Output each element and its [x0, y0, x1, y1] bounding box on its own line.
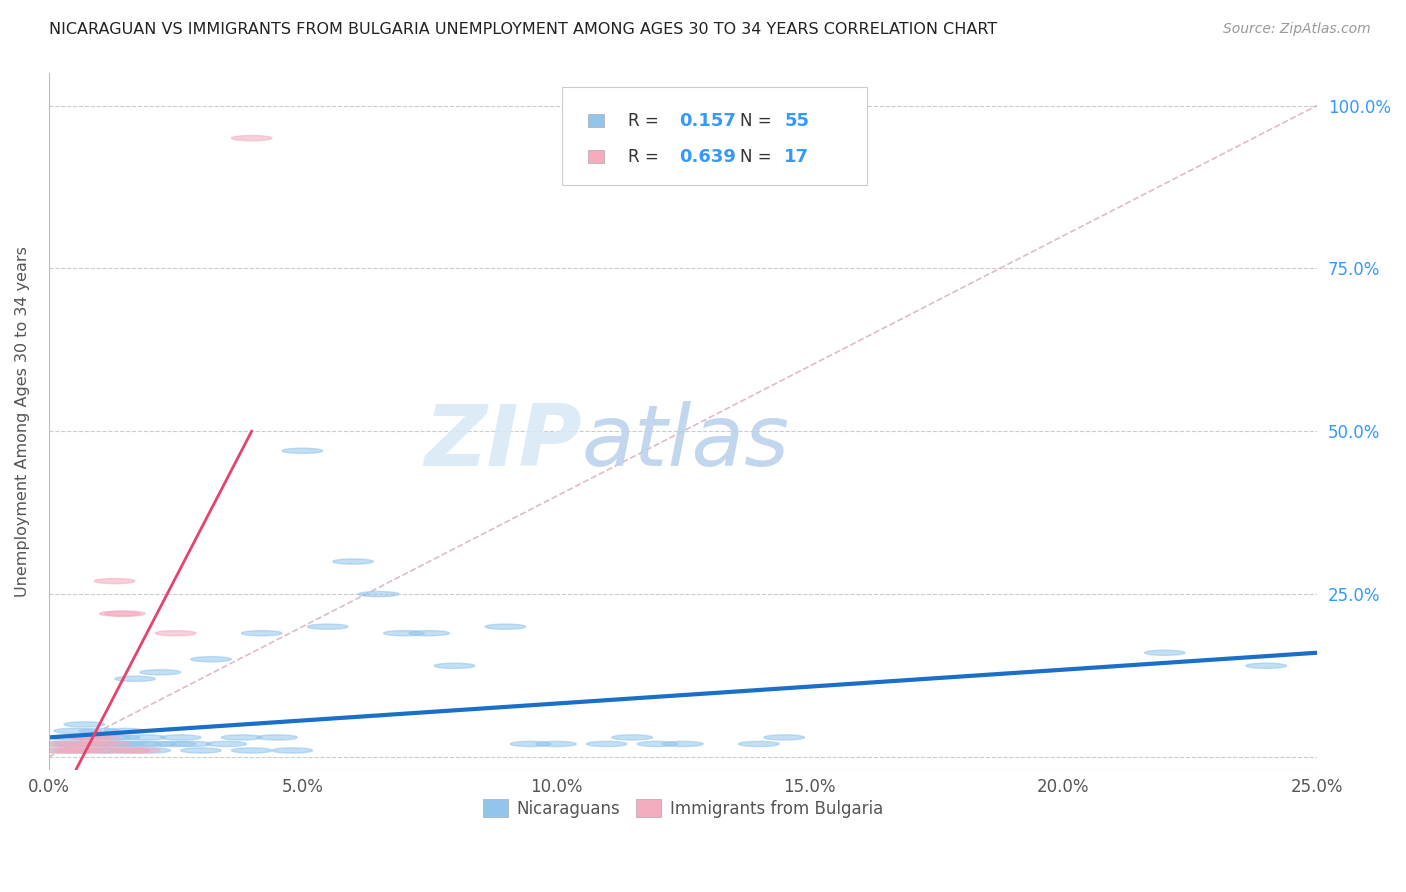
Circle shape: [207, 741, 246, 747]
Text: 17: 17: [785, 147, 810, 166]
Circle shape: [110, 747, 150, 753]
FancyBboxPatch shape: [588, 114, 603, 127]
Circle shape: [69, 735, 110, 740]
Circle shape: [84, 741, 125, 747]
Circle shape: [191, 657, 232, 662]
Text: 55: 55: [785, 112, 810, 129]
Circle shape: [104, 741, 145, 747]
Circle shape: [170, 741, 211, 747]
Circle shape: [221, 735, 262, 740]
Circle shape: [637, 741, 678, 747]
Text: 0.639: 0.639: [679, 147, 735, 166]
Circle shape: [155, 631, 195, 636]
Circle shape: [485, 624, 526, 629]
Circle shape: [115, 676, 155, 681]
Circle shape: [384, 631, 425, 636]
Circle shape: [90, 735, 129, 740]
Circle shape: [120, 747, 160, 753]
Circle shape: [160, 735, 201, 740]
Circle shape: [90, 741, 129, 747]
Circle shape: [79, 728, 120, 733]
Circle shape: [75, 741, 115, 747]
Circle shape: [232, 747, 271, 753]
Circle shape: [94, 747, 135, 753]
Circle shape: [63, 722, 104, 727]
Circle shape: [44, 741, 84, 747]
Circle shape: [308, 624, 349, 629]
Text: R =: R =: [628, 147, 664, 166]
Legend: Nicaraguans, Immigrants from Bulgaria: Nicaraguans, Immigrants from Bulgaria: [477, 792, 890, 824]
Circle shape: [763, 735, 804, 740]
Circle shape: [120, 741, 160, 747]
Circle shape: [232, 136, 271, 141]
Y-axis label: Unemployment Among Ages 30 to 34 years: Unemployment Among Ages 30 to 34 years: [15, 246, 30, 597]
Circle shape: [38, 747, 79, 753]
Circle shape: [53, 747, 94, 753]
Circle shape: [100, 611, 141, 616]
Circle shape: [59, 741, 100, 747]
Circle shape: [257, 735, 297, 740]
Circle shape: [69, 735, 110, 740]
Circle shape: [104, 728, 145, 733]
Circle shape: [141, 670, 180, 675]
FancyBboxPatch shape: [562, 87, 866, 185]
Circle shape: [79, 735, 120, 740]
Circle shape: [155, 741, 195, 747]
Text: Source: ZipAtlas.com: Source: ZipAtlas.com: [1223, 22, 1371, 37]
Circle shape: [44, 747, 84, 753]
Circle shape: [38, 741, 79, 747]
Text: ZIP: ZIP: [423, 401, 581, 483]
Circle shape: [49, 735, 90, 740]
Circle shape: [536, 741, 576, 747]
Circle shape: [63, 747, 104, 753]
Circle shape: [129, 747, 170, 753]
Circle shape: [1144, 650, 1185, 656]
Text: N =: N =: [740, 112, 776, 129]
Circle shape: [1246, 663, 1286, 668]
Text: NICARAGUAN VS IMMIGRANTS FROM BULGARIA UNEMPLOYMENT AMONG AGES 30 TO 34 YEARS CO: NICARAGUAN VS IMMIGRANTS FROM BULGARIA U…: [49, 22, 997, 37]
Circle shape: [63, 741, 104, 747]
Circle shape: [242, 631, 283, 636]
Circle shape: [271, 747, 312, 753]
Circle shape: [333, 559, 374, 564]
Circle shape: [84, 747, 125, 753]
Circle shape: [104, 611, 145, 616]
Circle shape: [586, 741, 627, 747]
Circle shape: [510, 741, 551, 747]
Text: R =: R =: [628, 112, 664, 129]
Circle shape: [359, 591, 399, 597]
Circle shape: [409, 631, 450, 636]
Circle shape: [612, 735, 652, 740]
Circle shape: [135, 741, 176, 747]
Text: 0.157: 0.157: [679, 112, 735, 129]
FancyBboxPatch shape: [588, 151, 603, 163]
Circle shape: [125, 735, 166, 740]
Circle shape: [53, 741, 94, 747]
Circle shape: [738, 741, 779, 747]
Circle shape: [662, 741, 703, 747]
Circle shape: [110, 747, 150, 753]
Circle shape: [94, 579, 135, 583]
Circle shape: [53, 728, 94, 733]
Circle shape: [79, 747, 120, 753]
Circle shape: [100, 735, 141, 740]
Circle shape: [283, 448, 322, 453]
Text: atlas: atlas: [581, 401, 789, 483]
Circle shape: [75, 741, 115, 747]
Circle shape: [59, 747, 100, 753]
Circle shape: [434, 663, 475, 668]
Circle shape: [180, 747, 221, 753]
Circle shape: [94, 741, 135, 747]
Text: N =: N =: [740, 147, 776, 166]
